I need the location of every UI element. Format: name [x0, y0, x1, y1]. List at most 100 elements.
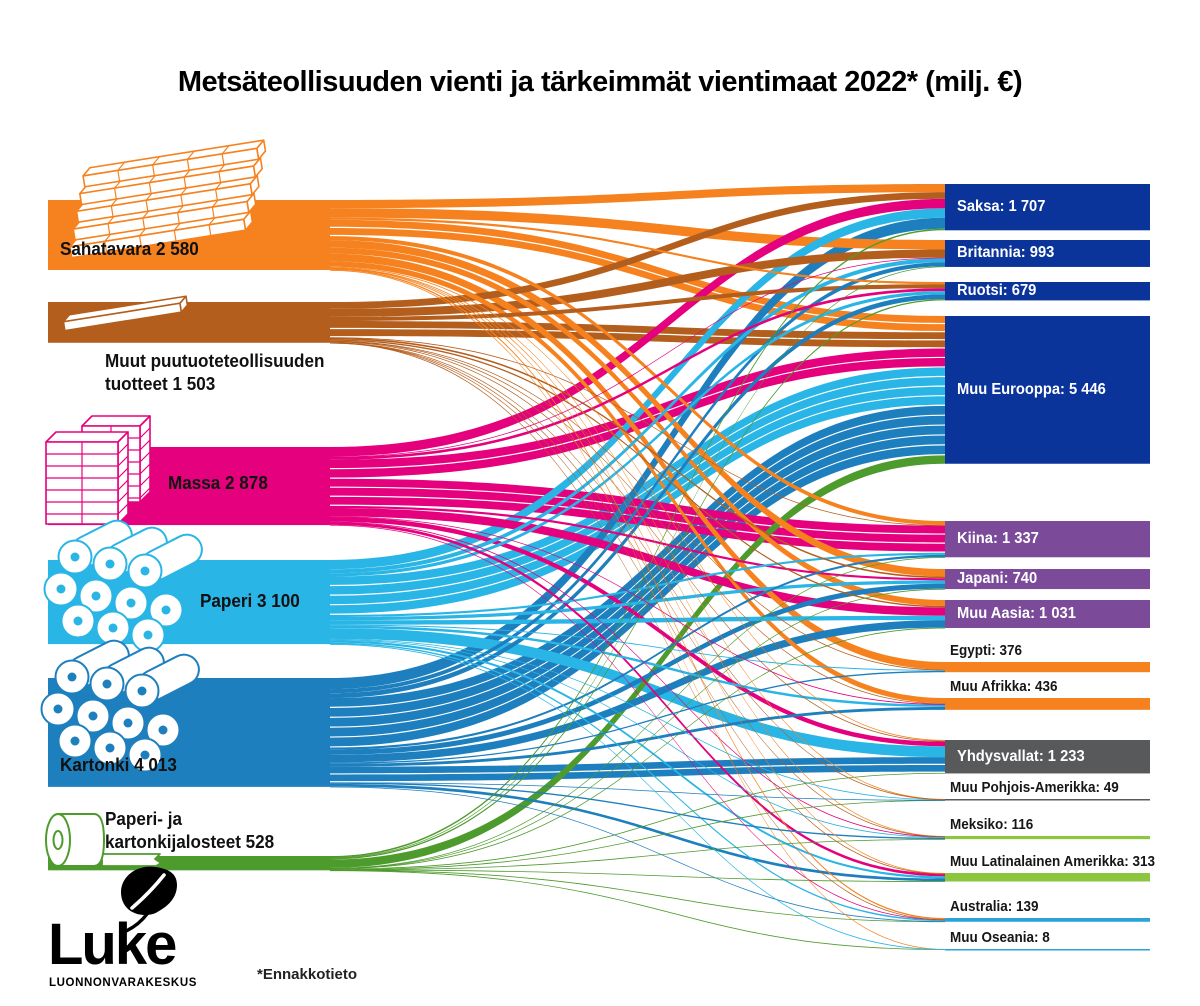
- dest-label-ruotsi: Ruotsi: 679: [957, 282, 1037, 300]
- source-label-paperi: Paperi 3 100: [200, 591, 300, 611]
- dest-label-muu_eurooppa: Muu Eurooppa: 5 446: [957, 380, 1106, 398]
- page-title: Metsäteollisuuden vienti ja tärkeimmät v…: [177, 66, 1023, 98]
- roll-core: [70, 552, 80, 562]
- roll-core: [52, 830, 64, 850]
- source-label-jalosteet: Paperi- ja kartonkijalosteet 528: [105, 809, 275, 852]
- dest-label-muu_latinalainen_amerikka: Muu Latinalainen Amerikka: 313: [950, 853, 1156, 870]
- leaf-stem: [122, 912, 149, 934]
- dest-node-japani: [945, 569, 1150, 590]
- dest-node-saksa: [945, 184, 1150, 231]
- icon-shape: [180, 194, 184, 206]
- flow-sahatavara-saksa: [330, 184, 945, 209]
- icon-shape: [218, 171, 222, 183]
- roll-core: [158, 725, 168, 735]
- flow-paperi-yhdysvallat: [330, 628, 945, 758]
- dest-node-muu_oseania: [945, 949, 1150, 951]
- flow-strand: [330, 764, 945, 782]
- icon-shape: [183, 177, 187, 189]
- icon-shape: [107, 223, 111, 235]
- flow-strand: [330, 284, 945, 321]
- product-icons: [40, 139, 267, 867]
- dest-label-britannia: Britannia: 993: [957, 244, 1055, 262]
- roll-core: [143, 630, 153, 640]
- icon-shape: [117, 170, 121, 182]
- dest-label-muu_aasia: Muu Aasia: 1 031: [957, 604, 1076, 622]
- roll-core: [53, 704, 63, 714]
- icon-shape: [139, 475, 151, 487]
- roll-core: [126, 598, 136, 608]
- icon-shape: [148, 182, 152, 194]
- icon-shape: [179, 295, 189, 313]
- source-label-sahatavara: Sahatavara 2 580: [60, 239, 199, 259]
- icon-shape: [57, 813, 105, 867]
- icon-shape: [117, 503, 129, 515]
- luke-leaf-icon: [121, 866, 177, 934]
- dest-label-muu_afrikka: Muu Afrikka: 436: [950, 678, 1058, 695]
- icon-shape: [211, 206, 215, 219]
- dest-label-saksa: Saksa: 1 707: [957, 198, 1046, 216]
- roll-core: [73, 616, 83, 626]
- dest-node-muu_eurooppa: [945, 316, 1150, 464]
- dest-label-muu_oseania: Muu Oseania: 8: [950, 929, 1050, 946]
- icon-shape: [256, 139, 267, 161]
- dest-label-egypti: Egypti: 376: [950, 642, 1023, 659]
- dest-node-muu_pohjois_amerikka: [945, 799, 1150, 801]
- dest-node-yhdysvallat: [945, 740, 1150, 774]
- flow-strand: [330, 249, 945, 317]
- dest-node-muu_latinalainen_amerikka: [945, 873, 1150, 882]
- icon-shape: [139, 427, 151, 439]
- icon-shape: [173, 230, 177, 242]
- roll-core: [140, 566, 150, 576]
- sawn-timber-stack-icon: [69, 139, 267, 259]
- icon-shape: [110, 205, 114, 217]
- icon-shape: [215, 189, 218, 201]
- dest-node-ruotsi: [945, 282, 1150, 301]
- source-label-massa: Massa 2 878: [168, 473, 268, 493]
- flow-ribbons: [330, 184, 945, 950]
- dest-node-muu_afrikka: [945, 698, 1150, 710]
- dest-node-meksiko: [945, 836, 1150, 840]
- icon-shape: [138, 235, 142, 247]
- roll-core: [161, 605, 171, 615]
- toilet-roll-icon: [45, 813, 162, 867]
- icon-shape: [139, 451, 151, 463]
- icon-shape: [249, 174, 260, 196]
- flow-muut_puutuotteet-britannia: [330, 249, 945, 317]
- icon-shape: [152, 164, 155, 176]
- dest-node-kiina: [945, 521, 1150, 558]
- dest-label-yhdysvallat: Yhdysvallat: 1 233: [957, 747, 1085, 765]
- luke-logo: Luke: [48, 912, 177, 977]
- board-rolls-icon: [40, 639, 200, 773]
- icon-shape: [117, 443, 129, 455]
- dest-label-japani: Japani: 740: [957, 570, 1038, 588]
- dest-label-meksiko: Meksiko: 116: [950, 816, 1034, 833]
- dest-label-muu_pohjois_amerikka: Muu Pohjois-Amerikka: 49: [950, 779, 1119, 796]
- flow-muut_puutuotteet-ruotsi: [330, 284, 945, 321]
- icon-shape: [117, 491, 129, 503]
- icon-shape: [139, 463, 151, 475]
- roll-core: [108, 623, 118, 633]
- dest-node-britannia: [945, 240, 1150, 267]
- footnote: *Ennakkotieto: [257, 966, 358, 983]
- roll-core: [91, 591, 101, 601]
- leaf-vein: [130, 873, 166, 910]
- roll-core: [56, 584, 66, 594]
- roll-core: [102, 679, 112, 689]
- icon-shape: [117, 161, 126, 171]
- icon-shape: [139, 439, 151, 451]
- icon-shape: [139, 487, 151, 499]
- roll-core: [70, 736, 80, 746]
- pulp-bales-icon: [45, 415, 151, 525]
- icon-shape: [101, 853, 162, 867]
- dest-node-egypti: [945, 662, 1150, 673]
- icon-shape: [243, 210, 254, 231]
- icon-shape: [246, 192, 257, 214]
- flow-strand: [330, 184, 945, 209]
- dest-node-australia: [945, 918, 1150, 922]
- icon-shape: [142, 217, 146, 230]
- luke-logo-subtitle: LUONNONVARAKESKUS: [49, 977, 197, 989]
- source-label-muut_puutuotteet: Muut puutuoteteollisuuden tuotteet 1 503: [105, 351, 325, 394]
